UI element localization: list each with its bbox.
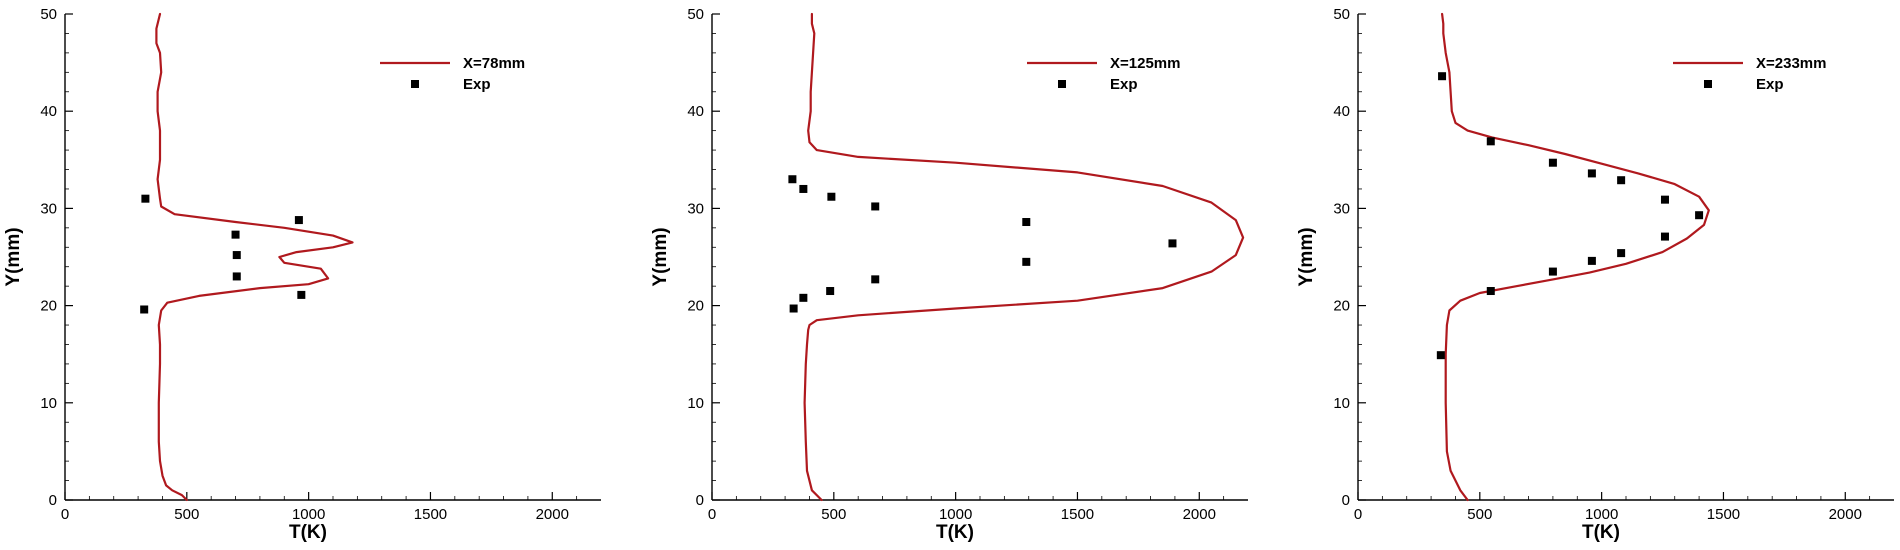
legend-label: Exp [463,76,491,93]
exp-data-point [871,275,880,284]
exp-data-point [1587,256,1596,265]
x-tick-label: 500 [1467,506,1492,523]
legend-label: Exp [1110,76,1138,93]
exp-data-point [1168,239,1177,248]
exp-data-point [1438,72,1447,81]
series-curve-X=125mm [803,12,1245,502]
x-tick-label: 1500 [1061,506,1094,523]
y-tick-label: 10 [687,395,704,412]
x-tick-label: 500 [174,506,199,523]
exp-data-point [1486,287,1495,296]
x-tick-label: 0 [61,506,69,523]
y-tick-label: 0 [49,492,57,509]
chart-panel-3: 0 500 1000 1500 2000 0 10 20 30 40 50 T(K) Y(mm) X=23… [1296,6,1894,543]
exp-data-point [788,175,797,184]
exp-data-point [1695,211,1704,220]
x-axis-title: T(K) [289,522,327,543]
exp-data-point [297,290,306,299]
exp-data-point [232,251,241,260]
exp-data-point [1548,267,1557,276]
y-tick-label: 0 [696,492,704,509]
exp-data-point [140,305,149,314]
y-tick-label: 30 [40,200,57,217]
exp-data-point [827,192,836,201]
x-tick-label: 1000 [292,506,325,523]
exp-data-point [231,230,240,239]
x-tick-label: 0 [708,506,716,523]
y-axis-title: Y(mm) [650,227,671,286]
exp-data-point [1022,257,1031,266]
exp-data-point [1617,249,1626,258]
legend-marker-swatch [1704,80,1712,88]
series-curve-X=78mm [155,12,354,502]
exp-data-point [799,293,808,302]
exp-data-point [871,202,880,211]
y-tick-label: 20 [1333,298,1350,315]
y-tick-label: 50 [40,6,57,23]
chart-panel-2: 0 500 1000 1500 2000 0 10 20 30 40 50 T(K) Y(mm) X=12… [650,6,1248,543]
exp-data-point [1660,232,1669,241]
exp-data-point [799,184,808,193]
exp-data-point [1548,158,1557,167]
exp-data-point [232,272,241,281]
exp-data-point [1617,176,1626,185]
exp-data-point [1436,351,1445,360]
y-tick-label: 10 [40,395,57,412]
y-tick-label: 30 [687,200,704,217]
x-tick-label: 1000 [1585,506,1618,523]
y-tick-label: 40 [40,103,57,120]
x-tick-label: 2000 [1829,506,1862,523]
y-tick-label: 20 [40,298,57,315]
y-axis-title: Y(mm) [1296,227,1317,286]
x-tick-label: 0 [1354,506,1362,523]
y-tick-label: 30 [1333,200,1350,217]
y-axis-title: Y(mm) [3,227,24,286]
exp-data-point [141,194,150,203]
x-axis-title: T(K) [1582,522,1620,543]
exp-data-point [1486,137,1495,146]
y-tick-label: 20 [687,298,704,315]
series-curve-X=233mm [1441,12,1710,502]
chart-panel-1: 0 500 1000 1500 2000 0 10 20 30 40 50 T(K) Y(mm) X=78… [3,6,601,543]
legend-label: X=125mm [1110,55,1180,72]
y-tick-label: 40 [687,103,704,120]
exp-data-point [1022,218,1031,227]
y-tick-label: 40 [1333,103,1350,120]
x-tick-label: 2000 [536,506,569,523]
x-tick-label: 1500 [414,506,447,523]
x-tick-label: 500 [821,506,846,523]
legend-label: X=78mm [463,55,525,72]
exp-data-point [826,287,835,296]
y-tick-label: 10 [1333,395,1350,412]
x-tick-label: 1000 [939,506,972,523]
legend-marker-swatch [1058,80,1066,88]
y-tick-label: 50 [1333,6,1350,23]
exp-data-point [294,216,303,225]
exp-data-point [789,304,798,313]
x-axis-title: T(K) [936,522,974,543]
legend-marker-swatch [411,80,419,88]
y-tick-label: 0 [1342,492,1350,509]
y-tick-label: 50 [687,6,704,23]
exp-data-point [1587,169,1596,178]
legend-label: Exp [1756,76,1784,93]
legend-label: X=233mm [1756,55,1826,72]
exp-data-point [1660,195,1669,204]
x-tick-label: 1500 [1707,506,1740,523]
x-tick-label: 2000 [1183,506,1216,523]
